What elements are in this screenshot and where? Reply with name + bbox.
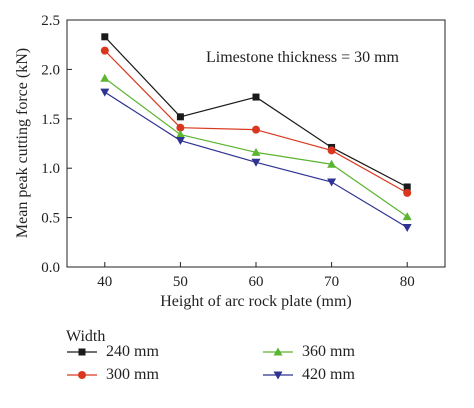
legend-item: 360 mm bbox=[262, 342, 355, 362]
data-point bbox=[175, 137, 185, 146]
data-point bbox=[176, 113, 184, 121]
data-point bbox=[252, 125, 260, 134]
data-point bbox=[100, 46, 109, 55]
legend-title: Width bbox=[66, 328, 106, 345]
data-point bbox=[402, 212, 412, 221]
legend-item: 240 mm bbox=[66, 342, 159, 362]
y-tick-label: 2.5 bbox=[41, 13, 60, 29]
axes: 40 50 60 70 80 0.0 0.5 1.0 1.5 2.0 2.5 bbox=[41, 13, 414, 290]
x-tick-label: 50 bbox=[173, 274, 188, 290]
y-axis-label: Mean peak cutting force (kN) bbox=[14, 48, 31, 238]
data-point bbox=[327, 178, 337, 187]
legend-label: 360 mm bbox=[302, 343, 355, 360]
legend-swatch bbox=[67, 348, 97, 356]
legend-marker bbox=[273, 371, 283, 380]
legend-marker bbox=[273, 347, 283, 356]
y-tick-label: 0.0 bbox=[41, 260, 60, 276]
legend-item: 420 mm bbox=[262, 365, 355, 385]
legend-label: 240 mm bbox=[106, 343, 159, 360]
y-tick-label: 2.0 bbox=[41, 62, 60, 78]
legend-label: 420 mm bbox=[302, 366, 355, 383]
data-point bbox=[252, 93, 260, 101]
data-point bbox=[327, 146, 336, 155]
data-point bbox=[327, 159, 337, 168]
data-point bbox=[175, 130, 185, 139]
chart-annotation: Limestone thickness = 30 mm bbox=[206, 49, 400, 66]
data-point bbox=[100, 73, 110, 82]
legend-swatch bbox=[67, 371, 97, 379]
y-tick-label: 1.5 bbox=[41, 112, 60, 128]
data-point bbox=[251, 158, 261, 167]
x-tick-label: 40 bbox=[97, 274, 112, 290]
data-point bbox=[402, 223, 412, 232]
y-tick-label: 0.5 bbox=[41, 211, 60, 227]
legend-marker bbox=[78, 348, 86, 356]
legend-swatch bbox=[263, 347, 293, 356]
data-point bbox=[403, 188, 412, 197]
data-point bbox=[403, 183, 411, 191]
data-point bbox=[101, 33, 109, 41]
legend-label: 300 mm bbox=[106, 366, 159, 383]
legend-swatch bbox=[263, 371, 293, 380]
x-axis-label: Height of arc rock plate (mm) bbox=[160, 293, 351, 310]
x-tick-label: 60 bbox=[249, 274, 264, 290]
series-markers bbox=[100, 33, 412, 232]
y-tick-label: 1.0 bbox=[41, 161, 60, 177]
x-tick-label: 70 bbox=[324, 274, 339, 290]
data-point bbox=[176, 123, 185, 132]
x-tick-label: 80 bbox=[400, 274, 415, 290]
legend-marker bbox=[78, 371, 86, 379]
legend-item: 300 mm bbox=[66, 365, 159, 385]
data-point bbox=[251, 147, 261, 156]
line-chart: 40 50 60 70 80 0.0 0.5 1.0 1.5 2.0 2.5 Limestone t… bbox=[14, 13, 446, 310]
data-point bbox=[100, 88, 110, 97]
